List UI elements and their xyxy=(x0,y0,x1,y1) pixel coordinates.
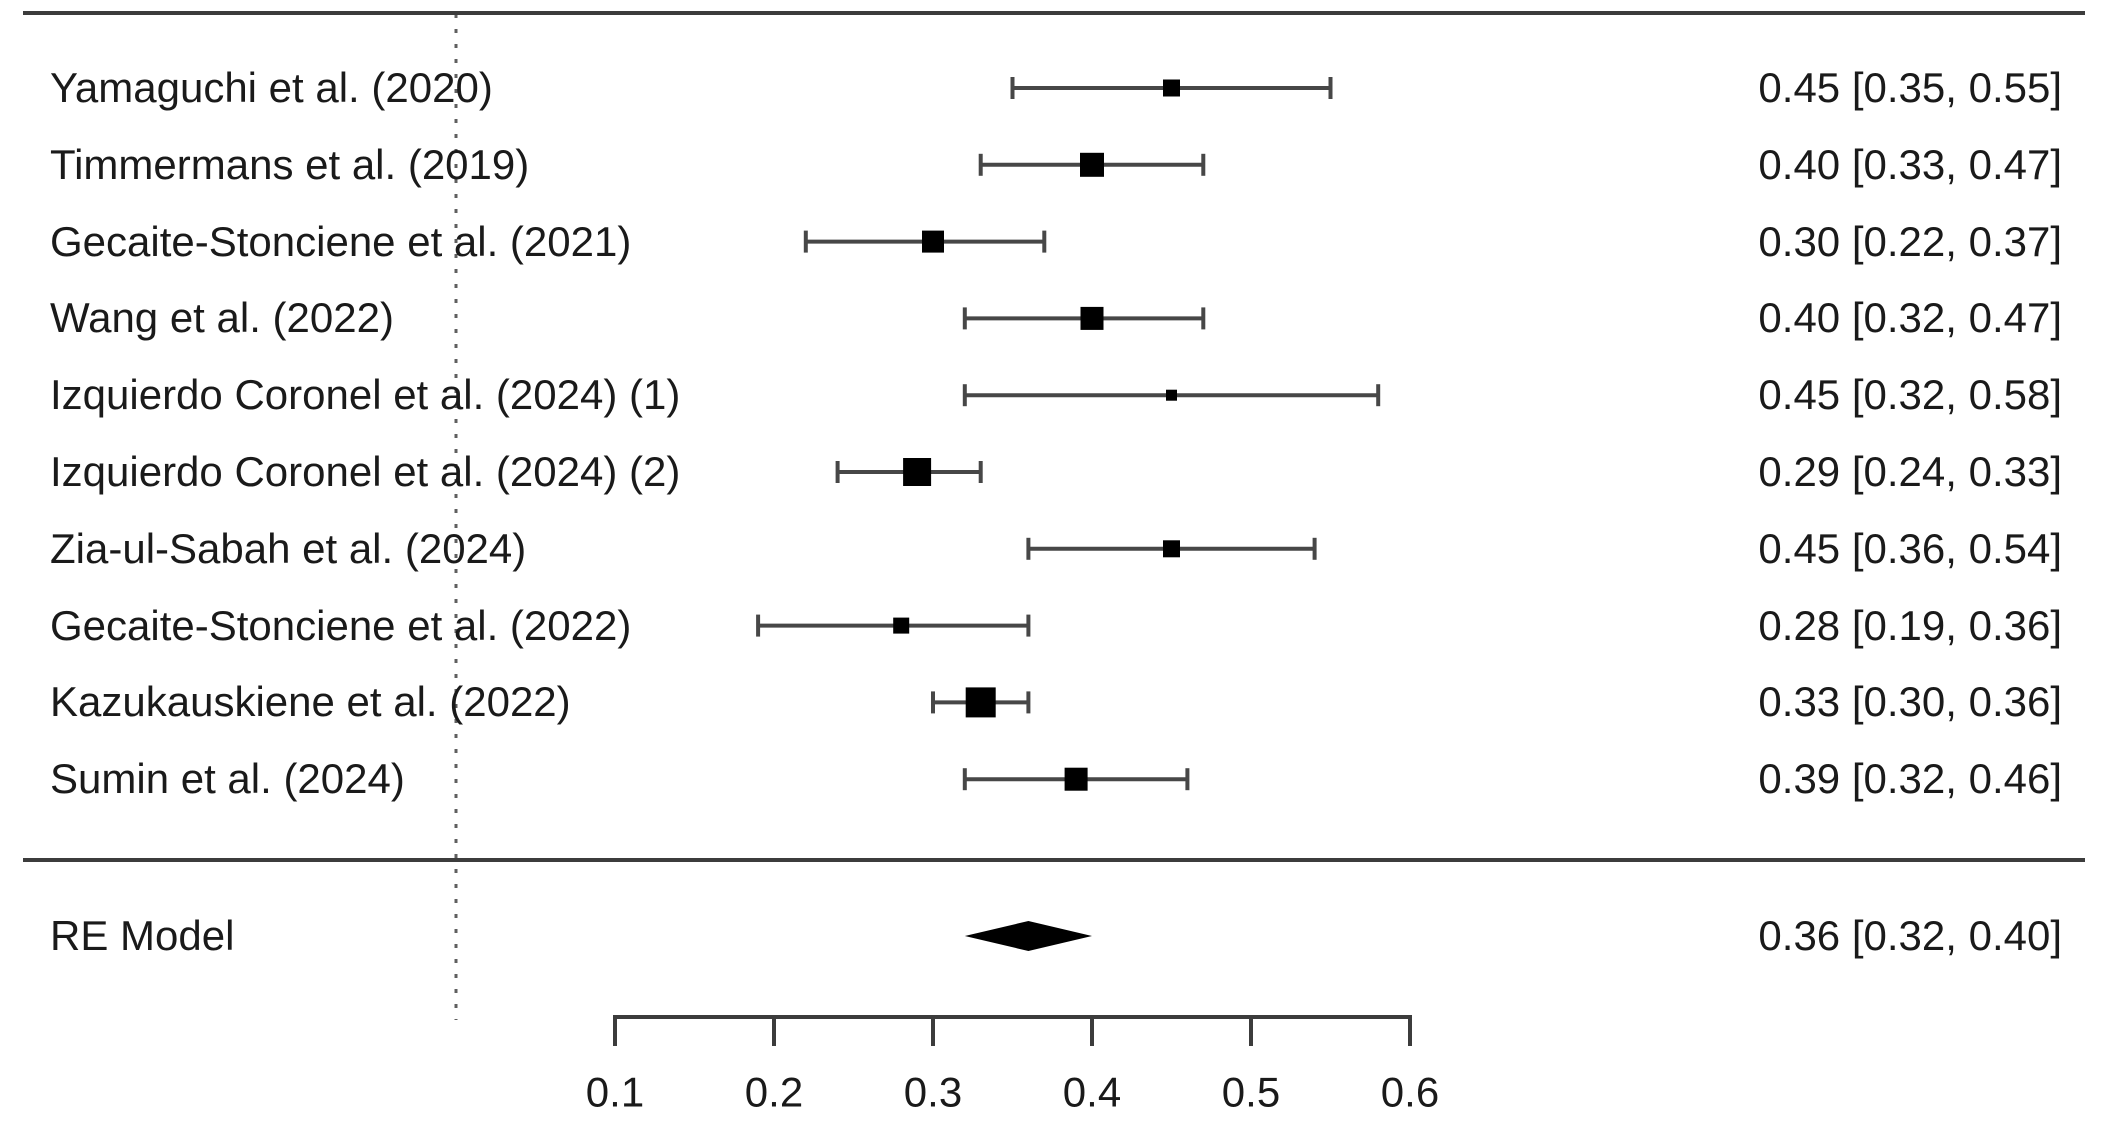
estimate-square xyxy=(1064,767,1088,791)
re-model-label: RE Model xyxy=(50,912,235,959)
study-label: Gecaite-Stonciene et al. (2021) xyxy=(50,217,632,265)
x-axis-tick-label: 0.6 xyxy=(1381,1069,1439,1116)
x-axis-tick-label: 0.5 xyxy=(1222,1069,1280,1116)
study-label: Timmermans et al. (2019) xyxy=(50,140,530,188)
study-annotation: 0.40 [0.32, 0.47] xyxy=(1758,294,2062,342)
study-annotation: 0.45 [0.35, 0.55] xyxy=(1758,64,2062,111)
study-annotation: 0.45 [0.36, 0.54] xyxy=(1758,524,2062,572)
x-axis-tick-label: 0.4 xyxy=(1063,1069,1121,1116)
estimate-square xyxy=(903,458,932,486)
study-annotation: 0.28 [0.19, 0.36] xyxy=(1758,601,2062,649)
study-label: Kazukauskiene et al. (2022) xyxy=(50,678,571,726)
re-model-annotation: 0.36 [0.32, 0.40] xyxy=(1758,912,2062,959)
estimate-square xyxy=(965,687,996,718)
study-label: Sumin et al. (2024) xyxy=(50,755,405,803)
estimate-square xyxy=(1163,540,1180,558)
x-axis-tick-label: 0.2 xyxy=(745,1069,803,1116)
study-label: Yamaguchi et al. (2020) xyxy=(50,64,493,111)
study-annotation: 0.39 [0.32, 0.46] xyxy=(1758,755,2062,803)
study-annotation: 0.30 [0.22, 0.37] xyxy=(1758,217,2062,265)
estimate-square xyxy=(1080,306,1104,330)
study-annotation: 0.33 [0.30, 0.36] xyxy=(1758,678,2062,726)
study-annotation: 0.29 [0.24, 0.33] xyxy=(1758,448,2062,495)
summary-diamond xyxy=(964,921,1092,951)
x-axis-tick-label: 0.3 xyxy=(904,1069,962,1116)
estimate-square xyxy=(922,230,944,253)
study-label: Izquierdo Coronel et al. (2024) (1) xyxy=(50,371,681,419)
x-axis-tick-label: 0.1 xyxy=(586,1069,644,1116)
study-label: Zia-ul-Sabah et al. (2024) xyxy=(50,524,527,572)
study-annotation: 0.40 [0.33, 0.47] xyxy=(1758,140,2062,188)
study-label: Wang et al. (2022) xyxy=(50,294,394,342)
estimate-square xyxy=(1080,152,1104,177)
study-annotation: 0.45 [0.32, 0.58] xyxy=(1758,371,2062,419)
estimate-square xyxy=(1163,79,1180,97)
estimate-square xyxy=(1166,389,1177,401)
study-label: Izquierdo Coronel et al. (2024) (2) xyxy=(50,448,681,495)
study-label: Gecaite-Stonciene et al. (2022) xyxy=(50,601,632,649)
estimate-square xyxy=(893,617,910,634)
